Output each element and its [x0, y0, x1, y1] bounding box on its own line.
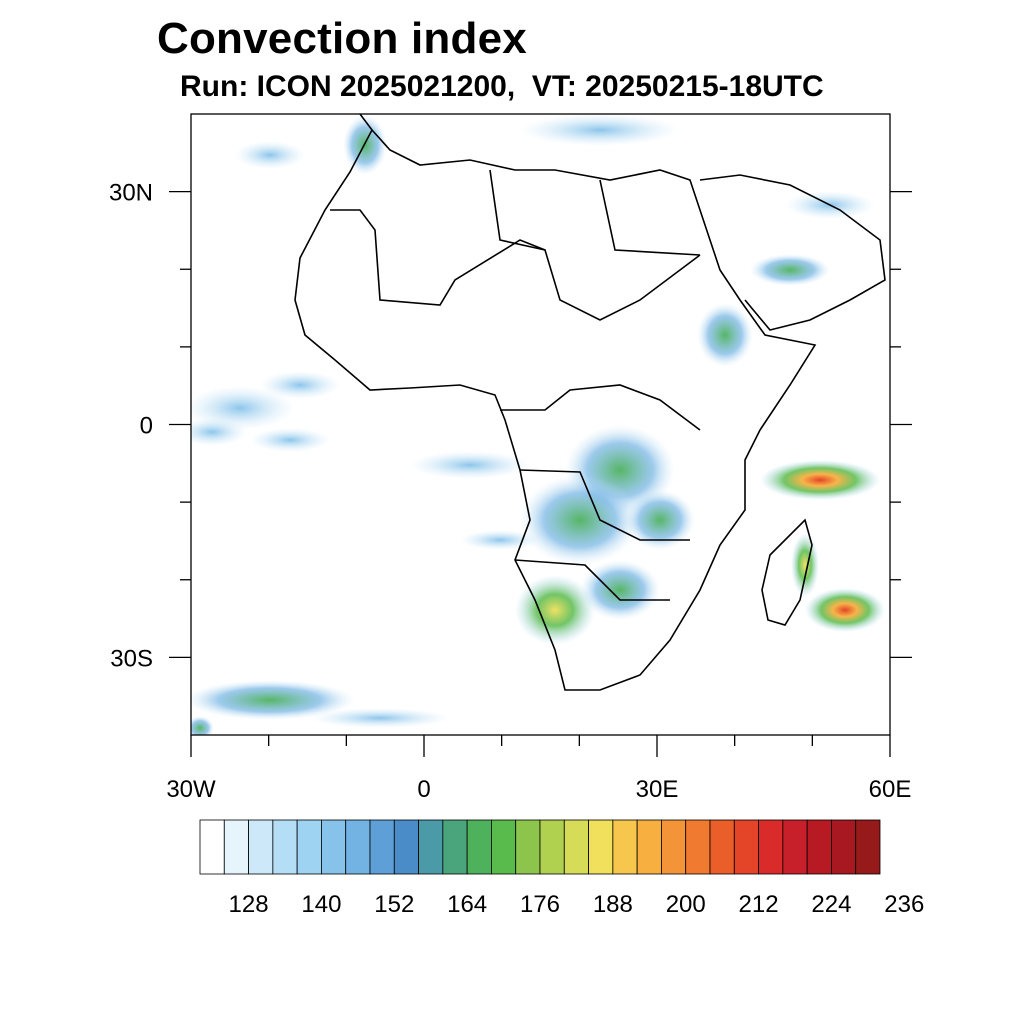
- colorbar-tick-label: 128: [229, 891, 269, 918]
- chart-subtitle: Run: ICON 2025021200, VT: 20250215-18UTC: [180, 70, 824, 103]
- colorbar-swatch: [248, 819, 274, 875]
- colorbar-labels: 128 140 152 164 176 188 200 212 224 236: [229, 891, 925, 918]
- colorbar-swatch: [296, 819, 322, 875]
- colorbar-tick-label: 152: [374, 891, 414, 918]
- lon-tick-label: 60E: [869, 776, 912, 803]
- colorbar-swatch: [636, 819, 662, 875]
- colorbar-swatch: [758, 819, 784, 875]
- colorbar-swatch: [612, 819, 638, 875]
- colorbar-swatch: [855, 819, 881, 875]
- colorbar-tick-label: 164: [447, 891, 487, 918]
- colorbar-swatch: [515, 819, 541, 875]
- colorbar-swatch: [393, 819, 419, 875]
- colorbar-swatch: [806, 819, 832, 875]
- colorbar-swatch: [199, 819, 225, 875]
- colorbar-tick-label: 176: [520, 891, 560, 918]
- colorbar-swatch: [563, 819, 589, 875]
- lon-tick-label: 30E: [636, 776, 679, 803]
- colorbar-swatch: [272, 819, 298, 875]
- colorbar-swatch: [685, 819, 711, 875]
- colorbar-tick-label: 188: [593, 891, 633, 918]
- colorbar-swatch: [782, 819, 808, 875]
- colorbar-swatch: [491, 819, 517, 875]
- colorbar-tick-label: 224: [811, 891, 851, 918]
- convection-field: [191, 114, 885, 735]
- colorbar-tick-label: 200: [666, 891, 706, 918]
- coastlines: [294, 114, 886, 691]
- lon-tick-label: 30W: [166, 776, 216, 803]
- colorbar-swatch: [539, 819, 565, 875]
- colorbar-swatch: [661, 819, 687, 875]
- colorbar-tick-label: 236: [884, 891, 924, 918]
- lat-tick-label: 0: [140, 413, 153, 440]
- axis-tick-labels: 30W 0 30E 60E 30N 0 30S: [109, 180, 911, 803]
- colorbar-swatch: [709, 819, 735, 875]
- colorbar-swatch: [345, 819, 371, 875]
- lat-tick-label: 30S: [110, 645, 153, 672]
- colorbar-swatch: [418, 819, 444, 875]
- lon-tick-label: 0: [417, 776, 430, 803]
- axis-ticks: [169, 190, 912, 757]
- colorbar-swatch: [831, 819, 857, 875]
- chart-title: Convection index: [157, 14, 527, 63]
- colorbar-swatch: [588, 819, 614, 875]
- colorbar-swatch: [223, 819, 249, 875]
- colorbar-swatch: [466, 819, 492, 875]
- colorbar-swatch: [733, 819, 759, 875]
- lat-tick-label: 30N: [109, 180, 153, 207]
- colorbar-tick-label: 212: [739, 891, 779, 918]
- colorbar-swatch: [321, 819, 347, 875]
- colorbar-swatch: [369, 819, 395, 875]
- colorbar: [199, 819, 881, 875]
- colorbar-swatch: [442, 819, 468, 875]
- colorbar-tick-label: 140: [301, 891, 341, 918]
